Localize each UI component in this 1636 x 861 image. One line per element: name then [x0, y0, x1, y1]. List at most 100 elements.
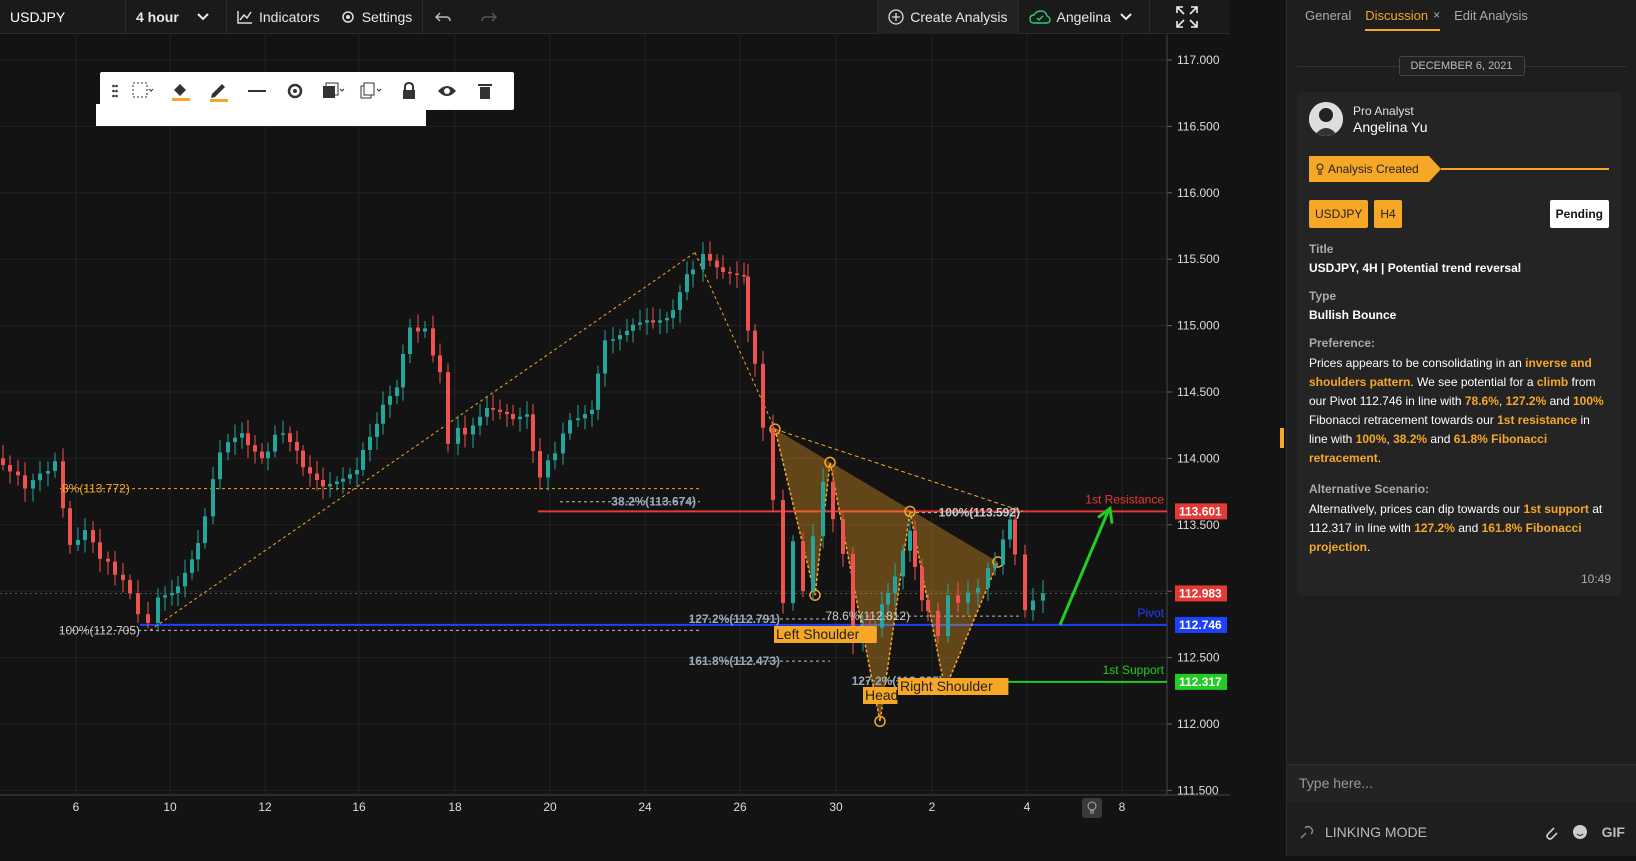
- candle-body: [511, 414, 515, 420]
- select-tool[interactable]: [124, 72, 162, 110]
- tab-edit-analysis[interactable]: Edit Analysis: [1454, 7, 1528, 23]
- price-chart[interactable]: 117.000 116.500 116.000 115.500 115.000 114.5…: [0, 35, 1230, 856]
- fib-label: 100%(112.705): [59, 623, 140, 637]
- chart-labels: 117.000 116.500 116.000 115.500 115.000 114.5…: [59, 53, 1227, 814]
- left-shoulder-label: Left Shoulder: [776, 626, 860, 642]
- drawing-settings-tool[interactable]: [276, 72, 314, 110]
- chart-canvas[interactable]: 117.000 116.500 116.000 115.500 115.000 114.5…: [0, 35, 1230, 856]
- tab-general[interactable]: General: [1305, 7, 1352, 23]
- alternative-label: Alternative Scenario:: [1309, 482, 1430, 496]
- candle-body: [91, 530, 95, 543]
- panel-resize-handle[interactable]: [1280, 428, 1284, 448]
- candle-body: [226, 442, 230, 453]
- candle-body: [281, 433, 285, 435]
- candle-body: [761, 363, 765, 428]
- pattern-fill: [775, 429, 998, 722]
- analyst-name: Angelina Yu: [1353, 118, 1428, 135]
- candle-body: [260, 451, 264, 459]
- candle-body: [8, 465, 12, 472]
- paint-bucket-icon: [172, 84, 190, 101]
- layer-tool[interactable]: [314, 72, 352, 110]
- candle-body: [348, 474, 352, 479]
- candle-body: [678, 292, 682, 311]
- candle-body: [986, 568, 990, 588]
- tips-button[interactable]: [1082, 798, 1102, 818]
- line-width-tool[interactable]: [238, 72, 276, 110]
- redo-button[interactable]: [469, 0, 515, 34]
- candle-body: [446, 372, 450, 444]
- emoji-icon[interactable]: [1572, 824, 1588, 840]
- selection-icon: [132, 82, 154, 98]
- alternative-text: Alternatively, prices can dip towards ou…: [1309, 502, 1603, 554]
- create-analysis-label: Create Analysis: [910, 8, 1008, 25]
- gif-button[interactable]: GIF: [1601, 824, 1625, 840]
- candle-body: [196, 543, 200, 560]
- x-tick-label: 6: [73, 800, 80, 814]
- candle-body: [781, 500, 785, 604]
- candle-body: [908, 530, 912, 551]
- status-row: Analysis Created: [1309, 156, 1609, 182]
- lock-tool[interactable]: [390, 72, 428, 110]
- pattern-point: [904, 505, 916, 518]
- candle-body: [546, 460, 550, 478]
- x-tick-label: 30: [829, 800, 843, 814]
- candle-body: [335, 481, 339, 485]
- tab-discussion[interactable]: Discussion ×: [1365, 0, 1441, 31]
- candle-body: [671, 310, 675, 318]
- resistance-value: 113.601: [1179, 504, 1222, 518]
- candle-body: [926, 600, 930, 611]
- timeframe-dropdown[interactable]: 4 hour: [126, 0, 226, 34]
- fib-label: 100%(113.592): [939, 506, 1020, 520]
- preference-text: Prices appears to be consolidating in an…: [1309, 356, 1604, 465]
- right-shoulder-label: Right Shoulder: [900, 678, 993, 694]
- settings-label: Settings: [361, 8, 413, 25]
- candle-body: [113, 561, 117, 575]
- clone-tool[interactable]: [352, 72, 390, 110]
- delete-tool[interactable]: [466, 72, 504, 110]
- pivot-label: Pivot: [1137, 606, 1164, 620]
- gear-icon: [341, 10, 354, 23]
- y-tick-label: 114.000: [1177, 451, 1220, 465]
- candle-body: [893, 576, 897, 594]
- indicators-button[interactable]: Indicators: [227, 0, 330, 34]
- x-tick-label: 10: [163, 800, 177, 814]
- candle-body: [273, 434, 277, 452]
- message-input[interactable]: Type here...: [1287, 764, 1636, 802]
- linking-mode-toggle[interactable]: LINKING MODE: [1325, 824, 1427, 840]
- close-icon[interactable]: ×: [1433, 8, 1441, 22]
- symbol-selector[interactable]: USDJPY: [0, 0, 125, 34]
- candle-body: [1023, 554, 1027, 611]
- right-shoulder-label-box: [898, 678, 1009, 695]
- pivot-value: 112.746: [1179, 618, 1222, 632]
- fib-label: 78.6%(112.812): [825, 609, 910, 623]
- drawing-toolbar: [100, 72, 514, 110]
- avatar: [1309, 102, 1343, 136]
- user-dropdown[interactable]: Angelina: [1019, 0, 1150, 34]
- candle-body: [901, 550, 905, 577]
- candle-body: [920, 566, 924, 601]
- candle-body: [233, 437, 237, 443]
- create-analysis-button[interactable]: Create Analysis: [878, 0, 1018, 34]
- visibility-tool[interactable]: [428, 72, 466, 110]
- candle-body: [156, 597, 160, 623]
- divider: [226, 0, 227, 34]
- candle-body: [631, 324, 635, 331]
- candle-body: [463, 427, 467, 435]
- fullscreen-icon: [1176, 5, 1198, 28]
- plus-circle-icon: [888, 8, 904, 25]
- candle-body: [913, 530, 917, 567]
- fill-color-tool[interactable]: [162, 72, 200, 110]
- current-price-tag: [1175, 585, 1227, 602]
- undo-button[interactable]: [423, 0, 469, 34]
- candle-body: [603, 340, 607, 374]
- date-separator: DECEMBER 6, 2021: [1398, 56, 1525, 76]
- drag-handle[interactable]: [106, 72, 124, 110]
- settings-button[interactable]: Settings: [330, 0, 423, 34]
- fullscreen-button[interactable]: [1150, 0, 1230, 34]
- indicators-label: Indicators: [259, 8, 320, 25]
- attachment-icon[interactable]: [1544, 824, 1558, 840]
- line-color-tool[interactable]: [200, 72, 238, 110]
- head-label: Head: [865, 687, 898, 703]
- candle-body: [416, 327, 420, 332]
- candle-body: [518, 416, 522, 420]
